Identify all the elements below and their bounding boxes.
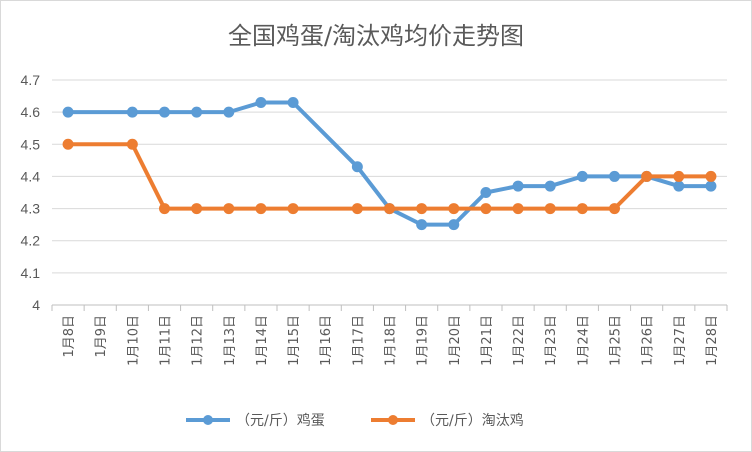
data-point [191, 203, 203, 215]
data-point [673, 180, 685, 192]
data-point [159, 203, 170, 215]
x-tick-label: 1月13日 [223, 315, 238, 366]
x-tick-label: 1月21日 [480, 315, 495, 366]
x-tick-label: 1月25日 [609, 315, 624, 366]
data-point [512, 203, 524, 215]
x-axis: 1月8日 1月9日 1月10日 1月11日 1月12日 1月13日 1月14日 1月15日 1月… [51, 305, 728, 366]
data-point [191, 106, 203, 118]
data-point [351, 161, 363, 173]
data-point [576, 170, 588, 182]
data-point [448, 219, 460, 231]
data-point [416, 203, 428, 215]
x-tick-label: 1月22日 [512, 315, 527, 366]
data-point [223, 203, 235, 215]
x-tick-label: 1月20日 [448, 315, 463, 366]
x-tick-label: 1月14日 [255, 315, 270, 366]
chart-title: 全国鸡蛋/淘汰鸡均价走势图 [228, 22, 524, 50]
data-point [287, 97, 299, 108]
y-tick-label: 4.3 [21, 201, 41, 217]
y-tick-label: 4.7 [21, 72, 41, 88]
y-tick-label: 4.5 [21, 136, 41, 152]
data-point [705, 180, 717, 192]
legend-label-2: （元/斤）淘汰鸡 [421, 412, 524, 429]
y-tick-label: 4.1 [21, 265, 41, 281]
legend-label-1: （元/斤）鸡蛋 [236, 412, 325, 429]
y-tick-label: 4.4 [21, 168, 41, 184]
x-tick-label: 1月27日 [673, 315, 688, 366]
legend: （元/斤）鸡蛋 （元/斤）淘汰鸡 [186, 412, 524, 429]
data-point [351, 203, 363, 215]
x-tick-label: 1月28日 [705, 315, 720, 366]
data-point [416, 219, 428, 231]
x-tick-label: 1月16日 [319, 315, 334, 366]
y-tick-label: 4.2 [21, 233, 41, 249]
data-point [448, 203, 460, 215]
x-tick-label: 1月18日 [384, 315, 399, 366]
legend-marker-1 [203, 415, 213, 425]
x-tick-label: 1月9日 [94, 315, 109, 358]
data-point [126, 138, 138, 150]
data-point [512, 180, 524, 192]
y-axis-ticks: 4 4.1 4.2 4.3 4.4 4.5 4.6 4.7 [21, 72, 41, 313]
x-tick-label: 1月10日 [126, 315, 141, 366]
data-point [609, 203, 620, 215]
x-tick-label: 1月19日 [416, 315, 431, 366]
x-tick-label: 1月12日 [191, 315, 206, 366]
x-tick-label: 1月11日 [159, 315, 174, 366]
data-point [126, 106, 138, 118]
data-point [641, 170, 653, 182]
data-point [673, 170, 685, 182]
data-point [287, 203, 299, 215]
y-tick-label: 4.6 [21, 104, 41, 120]
x-tick-label: 1月15日 [287, 315, 302, 366]
data-point [62, 138, 74, 150]
x-tick-label: 1月17日 [351, 315, 366, 366]
x-tick-label: 1月24日 [576, 315, 591, 366]
data-point [255, 97, 267, 108]
y-tick-label: 4 [32, 297, 40, 313]
data-point [480, 187, 492, 198]
x-tick-label: 1月26日 [641, 315, 656, 366]
data-point [544, 203, 556, 215]
series-layer [62, 97, 717, 231]
data-point [223, 106, 235, 118]
data-point [705, 170, 717, 182]
data-point [255, 203, 267, 215]
data-point [544, 180, 556, 192]
data-point [384, 203, 395, 215]
data-point [159, 106, 170, 118]
data-point [480, 203, 492, 215]
x-tick-label: 1月8日 [62, 315, 77, 358]
x-tick-label: 1月23日 [544, 315, 559, 366]
data-point [609, 170, 620, 182]
data-point [576, 203, 588, 215]
gridlines [52, 79, 727, 306]
legend-marker-2 [388, 415, 398, 425]
data-point [62, 106, 74, 118]
